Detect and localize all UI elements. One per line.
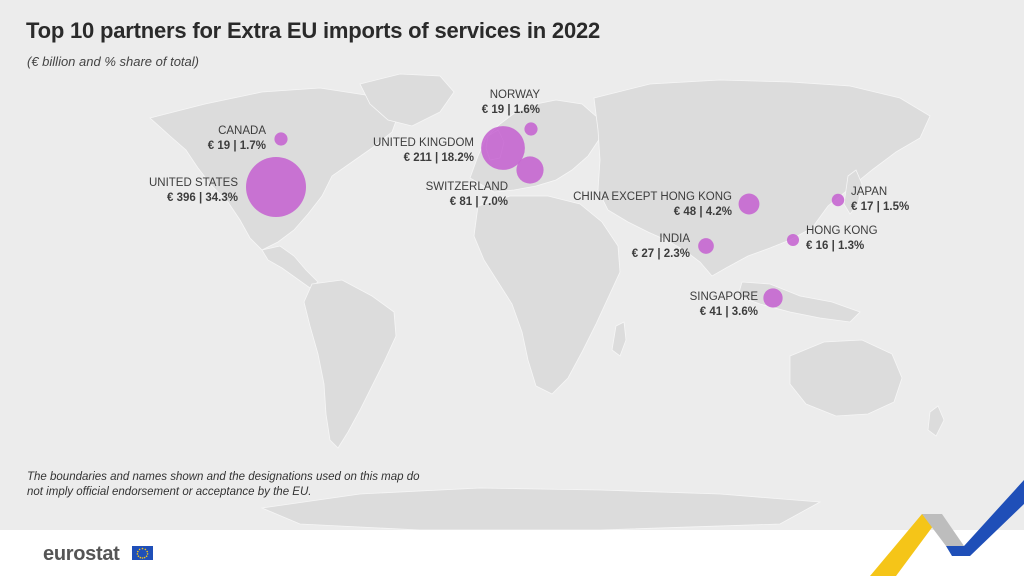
label-name-japan: JAPAN (851, 186, 887, 198)
label-name-singapore: SINGAPORE (690, 291, 759, 303)
label-name-china-except-hong-kong: CHINA EXCEPT HONG KONG (573, 191, 732, 203)
eurostat-logo-text: eurostat (43, 543, 120, 565)
land-new-zealand (927, 405, 945, 437)
footer-bar (0, 530, 1024, 576)
label-value-united-kingdom: € 211 | 18.2% (404, 152, 474, 164)
label-value-norway: € 19 | 1.6% (482, 104, 540, 116)
land-madagascar (611, 321, 627, 357)
bubble-canada (274, 132, 288, 146)
land-asia (593, 79, 931, 277)
bubble-switzerland (516, 156, 544, 184)
land-japan (843, 169, 863, 215)
label-value-china-except-hong-kong: € 48 | 4.2% (674, 206, 732, 218)
label-name-united-kingdom: UNITED KINGDOM (373, 137, 474, 149)
partner-labels: UNITED STATES € 396 | 34.3% UNITED KINGDOM… (149, 89, 909, 318)
land-south-america (303, 279, 397, 449)
bubble-norway (524, 122, 538, 136)
land-africa (473, 195, 621, 395)
label-value-india: € 27 | 2.3% (632, 248, 690, 260)
land-antarctica (260, 487, 822, 531)
map-disclaimer: The boundaries and names shown and the d… (27, 471, 420, 498)
land-australia (789, 339, 903, 417)
label-name-switzerland: SWITZERLAND (426, 181, 508, 193)
label-name-united-states: UNITED STATES (149, 177, 238, 189)
label-value-canada: € 19 | 1.7% (208, 140, 266, 152)
partner-bubbles (246, 122, 845, 308)
land-central-america (261, 245, 319, 289)
label-name-norway: NORWAY (490, 89, 541, 101)
label-name-canada: CANADA (218, 125, 266, 137)
label-value-switzerland: € 81 | 7.0% (450, 196, 508, 208)
bubble-china-except-hong-kong (738, 193, 760, 215)
label-value-japan: € 17 | 1.5% (851, 201, 909, 213)
bubble-united-kingdom (481, 126, 525, 170)
bubble-united-states (246, 157, 306, 217)
land-masses (149, 73, 945, 531)
label-value-united-states: € 396 | 34.3% (167, 192, 238, 204)
bubble-hong-kong (786, 233, 800, 247)
eu-flag-icon (132, 546, 153, 560)
page-subtitle: (€ billion and % share of total) (27, 54, 199, 69)
bubble-singapore (763, 288, 783, 308)
bubble-japan (831, 193, 845, 207)
decorative-ribbon (870, 480, 1024, 576)
land-greenland (359, 73, 455, 127)
bubble-india (698, 238, 714, 254)
label-value-singapore: € 41 | 3.6% (700, 306, 758, 318)
label-name-hong-kong: HONG KONG (806, 225, 878, 237)
label-name-india: INDIA (659, 233, 690, 245)
label-value-hong-kong: € 16 | 1.3% (806, 240, 864, 252)
page-title: Top 10 partners for Extra EU imports of … (26, 18, 601, 43)
